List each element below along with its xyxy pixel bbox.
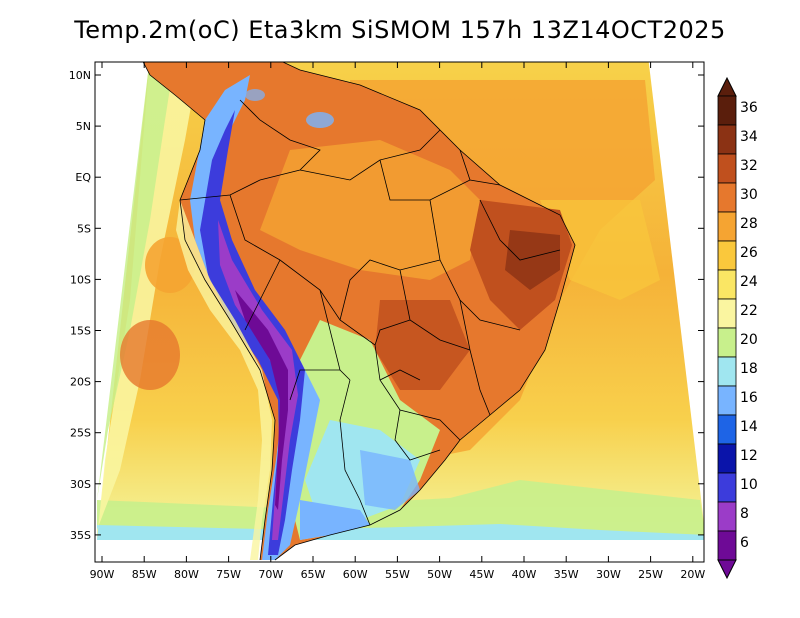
colorbar-swatch — [717, 414, 737, 445]
colorbar-swatch — [717, 95, 737, 126]
colorbar-label: 18 — [740, 361, 758, 377]
lon-tick-label: 65W — [301, 568, 326, 581]
temperature-field — [97, 62, 704, 561]
political-borders — [142, 62, 576, 561]
colorbar-label: 32 — [740, 158, 758, 174]
lon-tick-label: 25W — [638, 568, 663, 581]
colorbar: 36 34 32 30 28 26 24 22 20 18 16 14 12 10 8 6 — [717, 76, 758, 580]
colorbar-swatch — [717, 385, 737, 416]
map-title: Temp.2m(oC) Eta3km SiSMOM 157h 13Z14OCT2… — [74, 16, 726, 44]
colorbar-swatch — [717, 211, 737, 242]
colorbar-label: 20 — [740, 332, 758, 348]
latitude-axis: 10N 5N EQ 5S 10S 15S 20S 25S 30S 35S — [69, 69, 704, 542]
colorbar-label: 30 — [740, 187, 758, 203]
lon-tick-label: 30W — [596, 568, 621, 581]
lon-tick-label: 90W — [90, 568, 115, 581]
lat-tick-label: 10N — [69, 69, 91, 82]
colorbar-bottom-arrow — [717, 559, 737, 580]
lon-tick-label: 80W — [174, 568, 199, 581]
colorbar-label: 26 — [740, 245, 758, 261]
lon-tick-label: 50W — [427, 568, 452, 581]
colorbar-swatch — [717, 298, 737, 329]
lon-tick-label: 75W — [216, 568, 241, 581]
colorbar-label: 14 — [740, 419, 758, 435]
colorbar-label: 12 — [740, 448, 758, 464]
colorbar-swatch — [717, 269, 737, 300]
lon-tick-label: 20W — [680, 568, 705, 581]
colorbar-label: 22 — [740, 303, 758, 319]
colorbar-label: 36 — [740, 100, 758, 116]
lon-tick-label: 85W — [132, 568, 157, 581]
colorbar-top-arrow — [717, 76, 737, 97]
lat-tick-label: 5S — [77, 222, 91, 235]
colorbar-swatch — [717, 124, 737, 155]
colorbar-label: 8 — [740, 506, 749, 522]
colorbar-label: 28 — [740, 216, 758, 232]
colorbar-label: 34 — [740, 129, 758, 145]
longitude-axis: 90W 85W 80W 75W 70W 65W 60W 55W 50W 45W 40W 35W 30W 2… — [90, 62, 705, 581]
lon-tick-label: 60W — [343, 568, 368, 581]
lon-tick-label: 45W — [469, 568, 494, 581]
colorbar-swatch — [717, 182, 737, 213]
colorbar-label: 24 — [740, 274, 758, 290]
plot-frame — [94, 61, 705, 563]
colorbar-label: 6 — [740, 535, 749, 551]
lat-tick-label: 20S — [70, 376, 91, 389]
colorbar-label: 16 — [740, 390, 758, 406]
lat-tick-label: EQ — [75, 171, 91, 184]
lon-tick-label: 70W — [258, 568, 283, 581]
lat-tick-label: 25S — [70, 427, 91, 440]
colorbar-swatch — [717, 443, 737, 474]
colorbar-swatch — [717, 356, 737, 387]
land-field — [143, 62, 575, 560]
lon-tick-label: 40W — [512, 568, 537, 581]
lon-tick-label: 35W — [554, 568, 579, 581]
colorbar-swatch — [717, 501, 737, 532]
lat-tick-label: 30S — [70, 478, 91, 491]
colorbar-swatch — [717, 327, 737, 358]
lat-tick-label: 15S — [70, 325, 91, 338]
colorbar-swatch — [717, 472, 737, 503]
colorbar-label: 10 — [740, 477, 758, 493]
lon-tick-label: 55W — [385, 568, 410, 581]
colorbar-swatch — [717, 153, 737, 184]
colorbar-swatch — [717, 240, 737, 271]
lat-tick-label: 10S — [70, 273, 91, 286]
colorbar-swatch — [717, 530, 737, 561]
lat-tick-label: 35S — [70, 529, 91, 542]
lat-tick-label: 5N — [76, 120, 91, 133]
